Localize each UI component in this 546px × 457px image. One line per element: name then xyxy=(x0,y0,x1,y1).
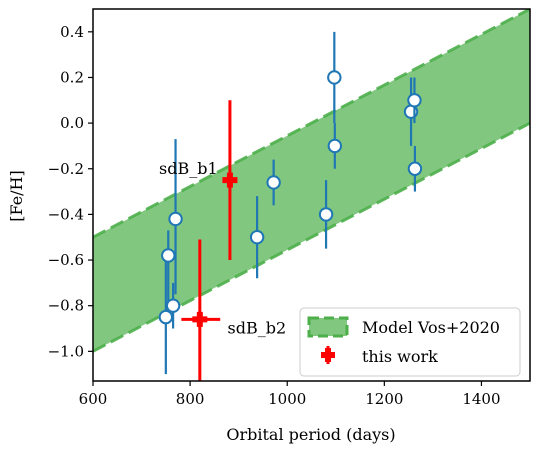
ticks: 600 800 1000 1200 1400 −1.0 −0.8 −0.6 −0.4 −0.2 0.… xyxy=(48,23,501,408)
legend-label-model: Model Vos+2020 xyxy=(362,318,500,337)
legend-label-this-work: this work xyxy=(362,347,438,366)
literature-marker xyxy=(158,309,174,325)
this-work-marker xyxy=(192,311,208,327)
y-axis-title: [Fe/H] xyxy=(7,170,26,222)
literature-marker xyxy=(266,175,281,190)
literature-point xyxy=(249,196,265,279)
this-work-point xyxy=(222,100,238,261)
plot-frame xyxy=(92,8,531,382)
x-tick-label: 1200 xyxy=(365,390,403,408)
literature-point xyxy=(168,139,183,295)
x-tick-label: 1000 xyxy=(268,390,306,408)
literature-point xyxy=(327,123,343,169)
y-tick-label: 0.4 xyxy=(60,23,84,41)
literature-point xyxy=(327,31,342,124)
this-work-marker xyxy=(222,172,238,188)
legend-this-work-marker xyxy=(321,346,335,364)
literature-marker xyxy=(327,138,343,154)
literature-marker xyxy=(161,248,176,263)
literature-marker xyxy=(318,207,334,222)
literature-point xyxy=(407,145,423,192)
y-tick-label: −0.8 xyxy=(48,297,84,315)
this-work-series xyxy=(181,100,238,381)
legend-frame xyxy=(299,307,521,377)
axes xyxy=(92,8,531,382)
literature-point xyxy=(165,282,181,329)
x-axis-title: Orbital period (days) xyxy=(226,425,395,444)
annotation-sdb-b1: sdB_b1 xyxy=(159,159,218,178)
annotation-sdb-b2: sdB_b2 xyxy=(227,319,286,338)
literature-marker xyxy=(407,161,423,176)
legend: Model Vos+2020 this work xyxy=(299,307,521,377)
literature-marker xyxy=(168,211,183,227)
x-tick-label: 1400 xyxy=(462,390,500,408)
literature-series xyxy=(158,31,423,375)
literature-marker xyxy=(249,230,265,245)
x-tick-label: 800 xyxy=(176,390,205,408)
model-band-fill xyxy=(93,9,530,352)
literature-point xyxy=(266,159,281,206)
y-tick-label: −0.6 xyxy=(48,251,84,269)
literature-point xyxy=(318,180,334,249)
y-tick-label: −1.0 xyxy=(48,342,84,360)
model-band xyxy=(93,9,530,353)
model-band-upper-edge xyxy=(93,9,530,239)
y-tick-label: 0.0 xyxy=(60,114,84,132)
legend-band-swatch xyxy=(307,316,349,338)
literature-marker xyxy=(165,298,181,313)
literature-marker xyxy=(327,70,342,85)
this-work-point xyxy=(181,239,221,381)
literature-marker xyxy=(407,93,422,108)
y-tick-label: −0.4 xyxy=(48,205,84,223)
legend-marker-cross xyxy=(321,348,335,362)
literature-point xyxy=(407,77,422,124)
y-tick-label: −0.2 xyxy=(48,160,84,178)
y-tick-label: 0.2 xyxy=(60,68,84,86)
x-tick-label: 600 xyxy=(79,390,108,408)
